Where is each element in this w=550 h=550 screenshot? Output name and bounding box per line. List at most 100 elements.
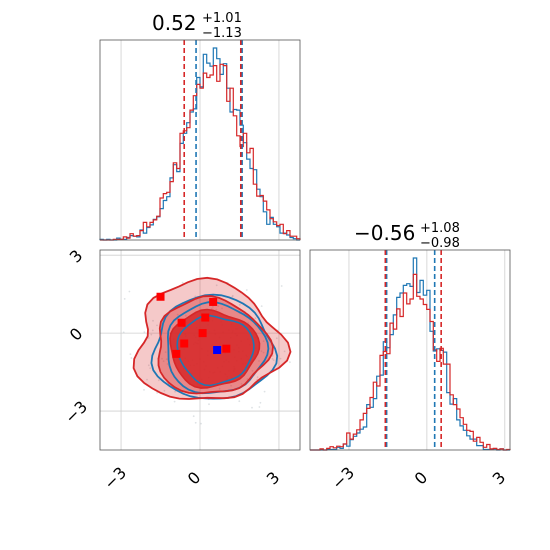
joint-marker-blue-0 <box>213 346 222 354</box>
joint-scatter-point <box>258 360 260 362</box>
joint-scatter-point <box>271 357 274 360</box>
joint-markers <box>156 292 231 358</box>
joint-scatter-point <box>208 403 210 406</box>
joint-scatter-point <box>215 284 218 287</box>
joint-scatter-point <box>152 319 154 322</box>
joint-ytick-label-0: −3 <box>61 397 91 427</box>
marginal-x-grid <box>120 40 280 240</box>
title-right: −0.56 +1.08 −0.98 <box>354 221 460 251</box>
joint-scatter-point <box>238 303 241 306</box>
joint-scatter-point <box>251 406 253 409</box>
marginal-x-frame <box>99 39 301 241</box>
joint-scatter-point <box>174 390 177 393</box>
title-right-plus: +1.08 <box>420 221 460 236</box>
joint-scatter-point <box>200 422 202 425</box>
joint-scatter-point <box>283 350 286 353</box>
joint-scatter-point <box>217 305 220 307</box>
joint-scatter-point <box>260 305 263 307</box>
joint-scatter-point <box>215 308 218 311</box>
marginal-x-quantile-lines <box>183 40 243 240</box>
joint-scatter-point <box>218 387 221 390</box>
joint-scatter-point <box>262 340 265 343</box>
joint-scatter-point <box>147 364 150 367</box>
joint-marker-red-3 <box>198 329 207 338</box>
joint-scatter-point <box>122 331 125 334</box>
joint-scatter-point <box>162 360 165 363</box>
title-left-minus: −1.13 <box>202 26 242 41</box>
title-left-value: 0.52 <box>152 11 197 35</box>
joint-scatter-point <box>192 415 195 418</box>
joint-scatter-point <box>272 359 275 361</box>
marginal-y-frame <box>309 249 511 451</box>
joint-scatter-point <box>128 290 131 293</box>
marginal-y-background <box>310 250 510 450</box>
joint-scatter-point <box>185 314 187 317</box>
joint-scatter-point <box>123 298 126 300</box>
joint-marker-red-0 <box>156 292 165 301</box>
joint-scatter-point <box>259 401 262 404</box>
title-left-plus: +1.01 <box>202 11 242 26</box>
joint-scatter-point <box>156 392 159 394</box>
joint-scatter-point <box>156 324 158 327</box>
joint-contour-red-inner <box>169 308 261 389</box>
joint-scatter-point <box>271 355 274 357</box>
joint-scatter-point <box>221 307 223 310</box>
joint-scatter-point <box>176 313 179 316</box>
joint-ytick-label-1: 0 <box>66 324 87 345</box>
joint-scatter-point <box>245 289 248 291</box>
joint-scatter-point <box>130 357 133 359</box>
marginal-y-xtick-label-0: −3 <box>328 463 358 493</box>
joint-scatter-point <box>230 384 233 387</box>
joint-marker-red-4 <box>209 297 218 306</box>
joint-frame <box>99 249 301 451</box>
joint-xtick-label-2: 3 <box>263 468 284 489</box>
joint-scatter-point <box>254 317 257 320</box>
joint-scatter-point <box>210 307 213 310</box>
joint-scatter-point <box>129 353 132 355</box>
joint-scatter-point <box>194 295 197 298</box>
joint-scatter-point <box>150 333 153 336</box>
joint-scatter-point <box>251 369 254 372</box>
joint-scatter-point <box>275 337 278 340</box>
marginal-y-panel <box>309 249 511 451</box>
joint-scatter-point <box>263 390 266 393</box>
joint-scatter-point <box>173 400 176 403</box>
joint-xtick-label-1: 0 <box>184 468 205 489</box>
joint-scatter-point <box>279 357 282 360</box>
joint-marker-red-6 <box>172 349 181 358</box>
joint-scatter-point <box>238 400 241 403</box>
joint-scatter-point <box>194 421 197 424</box>
joint-scatter-point <box>166 363 169 365</box>
joint-scatter-point <box>247 322 250 324</box>
joint-scatter-point <box>231 294 234 297</box>
joint-scatter-point <box>240 383 243 385</box>
joint-marker-red-1 <box>177 318 186 327</box>
joint-ytick-label-2: 3 <box>66 246 87 267</box>
joint-contour-red-mid <box>157 295 274 395</box>
marginal-x-panel <box>99 39 301 241</box>
joint-scatter-point <box>161 357 163 360</box>
joint-marker-red-2 <box>180 339 189 348</box>
joint-scatter-point <box>246 378 249 380</box>
marginal-y-quantile-lines <box>384 250 442 450</box>
joint-scatter-point <box>164 351 167 353</box>
joint-scatter-point <box>151 329 154 332</box>
joint-scatter-point <box>165 358 168 361</box>
joint-scatter-point <box>258 406 261 408</box>
joint-scatter-point <box>262 351 265 354</box>
joint-scatter-point <box>280 285 283 287</box>
marginal-x-histograms <box>99 47 301 241</box>
joint-marker-red-5 <box>222 344 231 353</box>
joint-xtick-label-0: −3 <box>100 463 130 493</box>
marginal-y-hist-series-1 <box>310 273 511 451</box>
joint-scatter-point <box>147 337 150 339</box>
joint-scatter-point <box>256 376 259 379</box>
title-left: 0.52 +1.01 −1.13 <box>152 11 242 41</box>
joint-contour-blue-inner <box>176 314 255 387</box>
marginal-y-histograms <box>310 257 511 451</box>
joint-scatter-point <box>260 350 263 352</box>
marginal-y-xtick-label-2: 3 <box>489 468 510 489</box>
joint-scatter-point <box>163 389 166 392</box>
joint-scatter-point <box>143 331 146 334</box>
